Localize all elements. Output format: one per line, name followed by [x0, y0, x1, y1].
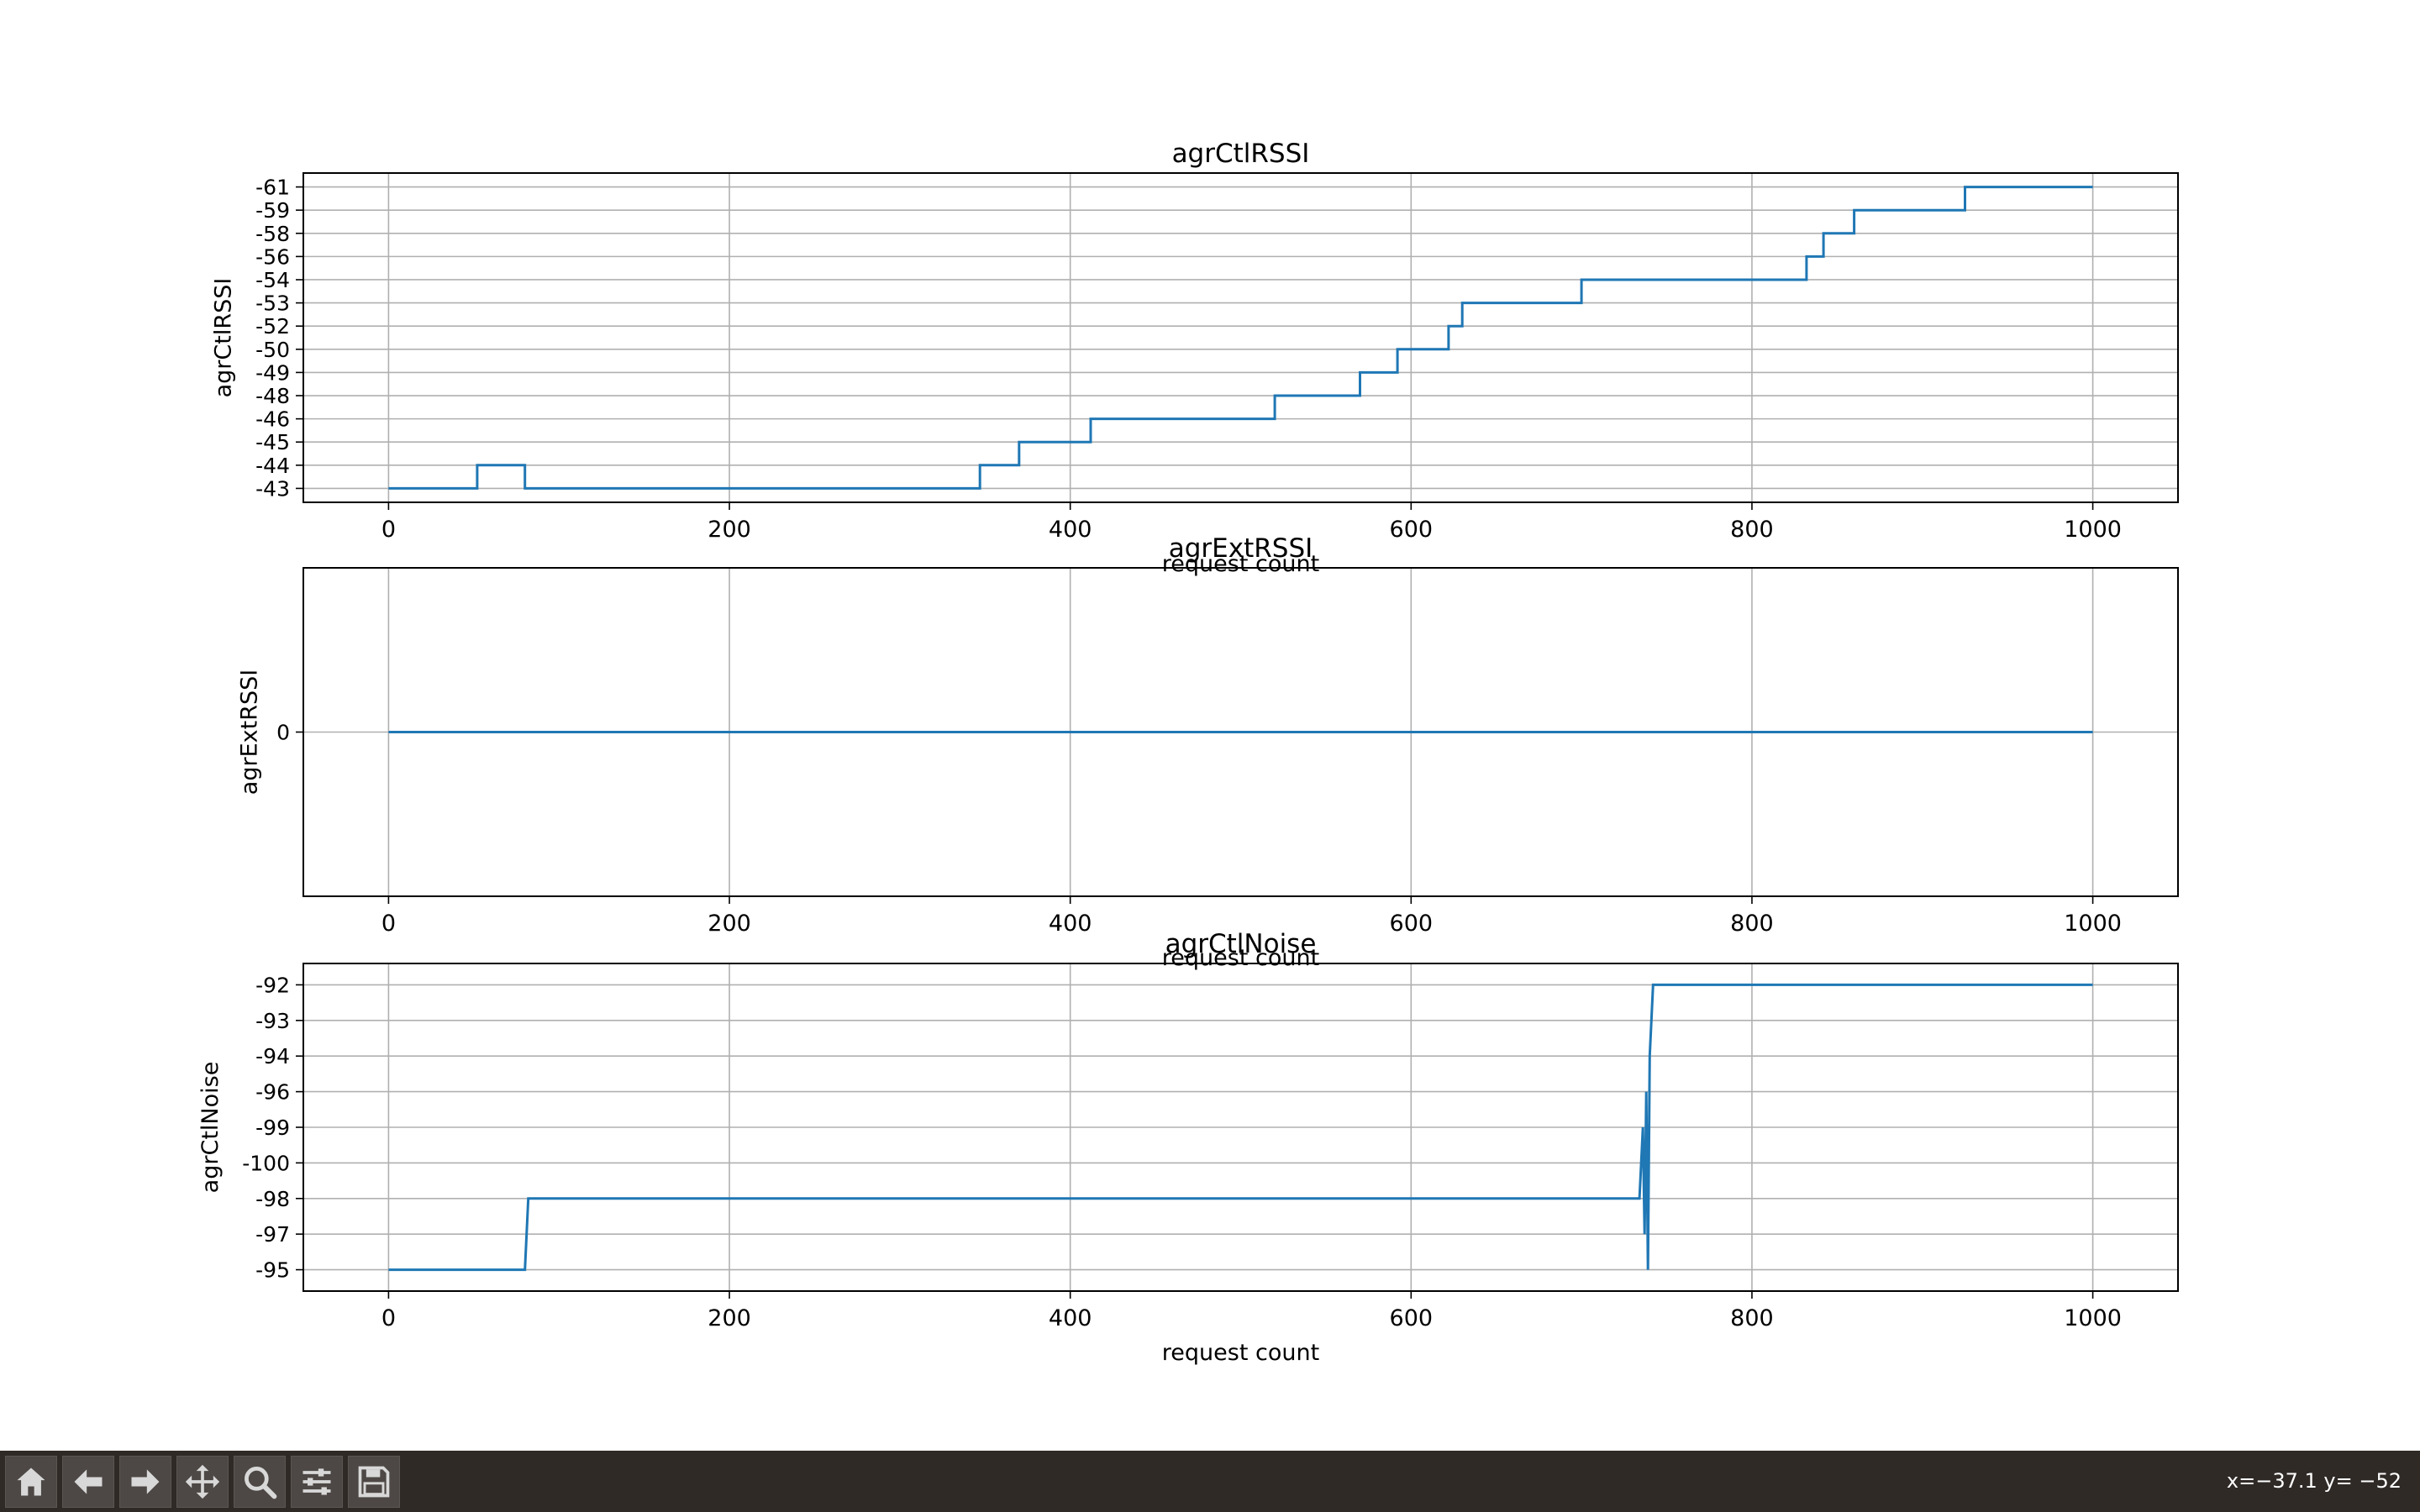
x-tick-label: 400	[1049, 1305, 1092, 1331]
x-tick-label: 600	[1390, 517, 1434, 543]
y-tick-label: -44	[255, 454, 290, 478]
y-axis-label: agrCtlNoise	[197, 1062, 224, 1194]
x-axis-label: request count	[1162, 1340, 1319, 1366]
x-axis-label: request count	[1162, 551, 1319, 577]
figure: 0 200 400 600 800 1000-43-44-45-46-48-49-50-5…	[197, 139, 2179, 1366]
axes-frame	[302, 172, 2179, 503]
y-tick-label: -59	[255, 198, 290, 223]
x-tick-label: 800	[1730, 517, 1774, 543]
y-tick-label: -58	[255, 222, 290, 246]
subplot-title: agrCtlRSSI	[1172, 139, 1310, 169]
y-tick-label: -100	[242, 1151, 290, 1175]
y-tick-label: -43	[255, 476, 290, 501]
y-tick-label: -56	[255, 244, 290, 269]
y-tick-label: -52	[255, 314, 290, 339]
x-tick-label: 600	[1390, 1305, 1434, 1331]
cursor-coordinates: x=−37.1 y= −52	[2226, 1469, 2402, 1493]
x-tick-label: 800	[1730, 911, 1774, 937]
magnifier-icon	[245, 1466, 277, 1499]
y-tick-label: -98	[255, 1187, 290, 1211]
y-tick-label: -92	[255, 973, 290, 997]
x-tick-label: 800	[1730, 1305, 1774, 1331]
x-tick-label: 0	[381, 1305, 396, 1331]
x-tick-label: 600	[1390, 911, 1434, 937]
home-button[interactable]	[5, 1455, 57, 1508]
sliders-icon	[302, 1467, 331, 1495]
y-tick-label: -49	[255, 360, 290, 385]
y-axis-label: agrExtRSSI	[237, 669, 263, 795]
x-tick-label: 200	[708, 517, 751, 543]
arrow-right-icon	[131, 1468, 160, 1494]
y-tick-label: -99	[255, 1116, 290, 1140]
y-tick-label: -93	[255, 1009, 290, 1033]
zoom-button[interactable]	[234, 1455, 286, 1508]
x-tick-label: 0	[381, 517, 396, 543]
y-tick-label: -45	[255, 430, 290, 454]
x-axis-label: request count	[1162, 945, 1319, 971]
y-tick-label: -94	[255, 1044, 290, 1068]
subplot-agrCtlNoise: 0 200 400 600 800 1000 -95 -97 -98 -100 -99 -96 -94 -…	[197, 929, 2179, 1366]
floppy-disk-icon	[358, 1466, 390, 1497]
y-tick-label: 0	[276, 721, 290, 745]
x-tick-label: 200	[708, 1305, 751, 1331]
y-tick-label: -46	[255, 407, 290, 432]
x-tick-label: 400	[1049, 517, 1092, 543]
y-tick-label: -48	[255, 384, 290, 408]
forward-button[interactable]	[119, 1455, 171, 1508]
back-button[interactable]	[62, 1455, 114, 1508]
y-tick-label: -53	[255, 291, 290, 316]
arrow-left-icon	[74, 1468, 103, 1494]
y-tick-label: -97	[255, 1222, 290, 1247]
move-icon	[185, 1464, 220, 1499]
y-tick-label: -96	[255, 1080, 290, 1105]
home-icon	[17, 1467, 45, 1495]
series-line	[388, 186, 2093, 490]
y-tick-label: -61	[255, 176, 290, 200]
y-tick-label: -95	[255, 1258, 290, 1283]
subplot-agrCtlRSSI: 0 200 400 600 800 1000-43-44-45-46-48-49-50-5…	[211, 139, 2179, 577]
subplot-title: agrCtlNoise	[1165, 929, 1317, 959]
x-tick-label: 1000	[2064, 517, 2122, 543]
series-line	[388, 983, 2093, 1272]
toolbar: x=−37.1 y= −52	[0, 1451, 2420, 1512]
y-tick-label: -54	[255, 268, 290, 292]
save-button[interactable]	[348, 1455, 400, 1508]
y-tick-label: -50	[255, 338, 290, 362]
x-tick-label: 1000	[2064, 1305, 2122, 1331]
y-axis-label: agrCtlRSSI	[211, 278, 237, 398]
x-tick-label: 0	[381, 911, 396, 937]
configure-subplots-button[interactable]	[291, 1455, 343, 1508]
x-tick-label: 400	[1049, 911, 1092, 937]
subplot-title: agrExtRSSI	[1169, 533, 1313, 564]
pan-button[interactable]	[176, 1455, 229, 1508]
x-tick-label: 200	[708, 911, 751, 937]
x-tick-label: 1000	[2064, 911, 2122, 937]
